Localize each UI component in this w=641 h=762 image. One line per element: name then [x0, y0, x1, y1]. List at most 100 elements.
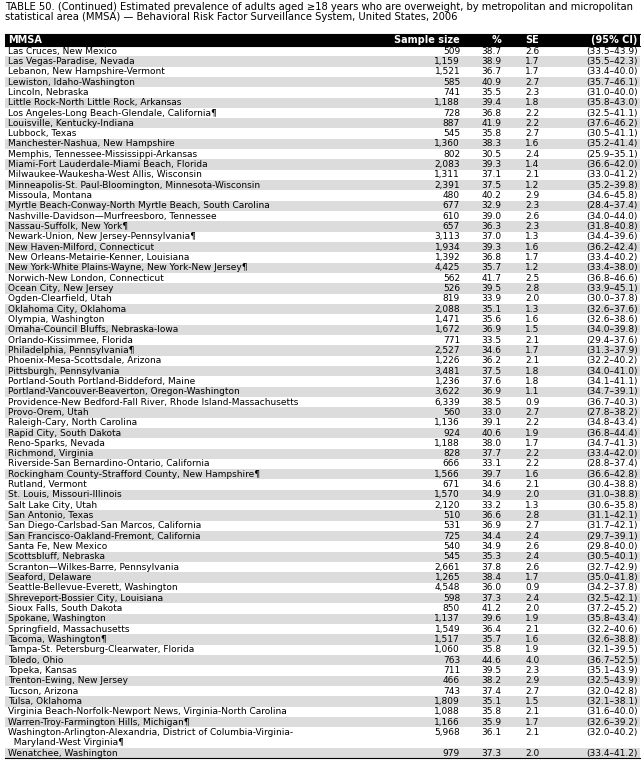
- Text: Rockingham County-Strafford County, New Hampshire¶: Rockingham County-Strafford County, New …: [8, 470, 260, 479]
- Bar: [5, 386, 640, 397]
- Text: Trenton-Ewing, New Jersey: Trenton-Ewing, New Jersey: [8, 676, 128, 685]
- Text: 35.9: 35.9: [481, 718, 501, 726]
- Bar: [5, 706, 640, 717]
- Text: Shreveport-Bossier City, Louisiana: Shreveport-Bossier City, Louisiana: [8, 594, 163, 603]
- Text: 657: 657: [443, 222, 460, 231]
- Text: 39.3: 39.3: [481, 243, 501, 251]
- Bar: [5, 139, 640, 149]
- Bar: [5, 696, 640, 706]
- Text: 1,265: 1,265: [435, 573, 460, 582]
- Text: 2.9: 2.9: [525, 191, 540, 200]
- Text: (28.8–37.4): (28.8–37.4): [587, 459, 638, 469]
- Text: (32.1–38.1): (32.1–38.1): [586, 697, 638, 706]
- Bar: [5, 407, 640, 418]
- Text: New Haven-Milford, Connecticut: New Haven-Milford, Connecticut: [8, 243, 154, 251]
- Text: Rapid City, South Dakota: Rapid City, South Dakota: [8, 428, 121, 437]
- Text: 1,809: 1,809: [435, 697, 460, 706]
- Text: (36.6–42.8): (36.6–42.8): [587, 470, 638, 479]
- Bar: [5, 469, 640, 479]
- Text: 1.7: 1.7: [525, 57, 540, 66]
- Text: 1,136: 1,136: [435, 418, 460, 427]
- Text: 3,481: 3,481: [435, 367, 460, 376]
- Text: 743: 743: [443, 687, 460, 696]
- Text: 35.6: 35.6: [481, 315, 501, 324]
- Bar: [5, 273, 640, 283]
- Text: Seattle-Bellevue-Everett, Washington: Seattle-Bellevue-Everett, Washington: [8, 584, 178, 592]
- Text: 1,672: 1,672: [435, 325, 460, 335]
- Text: 35.7: 35.7: [481, 635, 501, 644]
- Text: Philadelphia, Pennsylvania¶: Philadelphia, Pennsylvania¶: [8, 346, 134, 355]
- Text: 4,548: 4,548: [435, 584, 460, 592]
- Text: 526: 526: [443, 284, 460, 293]
- Bar: [5, 676, 640, 686]
- Text: New Orleans-Metairie-Kenner, Louisiana: New Orleans-Metairie-Kenner, Louisiana: [8, 253, 189, 262]
- Text: 480: 480: [443, 191, 460, 200]
- Text: 37.6: 37.6: [481, 377, 501, 386]
- Text: Scranton—Wilkes-Barre, Pennsylvania: Scranton—Wilkes-Barre, Pennsylvania: [8, 562, 179, 572]
- Text: 2.1: 2.1: [525, 335, 540, 344]
- Text: 33.2: 33.2: [481, 501, 501, 510]
- Text: 2.1: 2.1: [525, 707, 540, 716]
- Text: 41.7: 41.7: [481, 274, 501, 283]
- Text: 1,570: 1,570: [435, 491, 460, 499]
- Text: statistical area (MMSA) — Behavioral Risk Factor Surveillance System, United Sta: statistical area (MMSA) — Behavioral Ris…: [5, 12, 458, 22]
- Text: %: %: [492, 35, 501, 45]
- Text: 1.8: 1.8: [525, 377, 540, 386]
- Text: 1.6: 1.6: [525, 635, 540, 644]
- Text: Raleigh-Cary, North Carolina: Raleigh-Cary, North Carolina: [8, 418, 137, 427]
- Text: 36.9: 36.9: [481, 325, 501, 335]
- Text: 36.7: 36.7: [481, 67, 501, 76]
- Text: 466: 466: [443, 676, 460, 685]
- Text: 562: 562: [443, 274, 460, 283]
- Bar: [5, 190, 640, 200]
- Text: 40.6: 40.6: [481, 428, 501, 437]
- Bar: [5, 531, 640, 542]
- Text: Ocean City, New Jersey: Ocean City, New Jersey: [8, 284, 113, 293]
- Bar: [5, 252, 640, 263]
- Text: (34.1–41.1): (34.1–41.1): [587, 377, 638, 386]
- Text: 1.3: 1.3: [525, 501, 540, 510]
- Text: 2,120: 2,120: [435, 501, 460, 510]
- Text: 1,566: 1,566: [435, 470, 460, 479]
- Text: 1.6: 1.6: [525, 139, 540, 149]
- Bar: [5, 717, 640, 727]
- Text: Portland-Vancouver-Beaverton, Oregon-Washington: Portland-Vancouver-Beaverton, Oregon-Was…: [8, 387, 240, 396]
- Text: 39.1: 39.1: [481, 418, 501, 427]
- Bar: [5, 263, 640, 273]
- Text: 33.9: 33.9: [481, 294, 501, 303]
- Text: 2.3: 2.3: [525, 222, 540, 231]
- Text: (29.4–37.6): (29.4–37.6): [587, 335, 638, 344]
- Text: 1,137: 1,137: [435, 614, 460, 623]
- Text: (31.0–40.0): (31.0–40.0): [586, 88, 638, 97]
- Text: 36.9: 36.9: [481, 387, 501, 396]
- Text: 41.9: 41.9: [481, 119, 501, 128]
- Text: Nassau-Suffolk, New York¶: Nassau-Suffolk, New York¶: [8, 222, 128, 231]
- Bar: [5, 438, 640, 449]
- Bar: [5, 542, 640, 552]
- Text: 3,622: 3,622: [435, 387, 460, 396]
- Text: 2.3: 2.3: [525, 201, 540, 210]
- Text: 1.7: 1.7: [525, 253, 540, 262]
- Text: Sample size: Sample size: [394, 35, 460, 45]
- Text: (37.2–45.2): (37.2–45.2): [587, 604, 638, 613]
- Text: 36.0: 36.0: [481, 584, 501, 592]
- Text: (33.9–45.1): (33.9–45.1): [586, 284, 638, 293]
- Bar: [5, 232, 640, 242]
- Bar: [5, 427, 640, 438]
- Text: 1.3: 1.3: [525, 305, 540, 314]
- Text: 2.0: 2.0: [525, 748, 540, 757]
- Text: 2.0: 2.0: [525, 604, 540, 613]
- Text: 36.8: 36.8: [481, 108, 501, 117]
- Text: (29.7–39.1): (29.7–39.1): [586, 532, 638, 541]
- Text: Wenatchee, Washington: Wenatchee, Washington: [8, 748, 117, 757]
- Text: 585: 585: [443, 78, 460, 87]
- Text: Olympia, Washington: Olympia, Washington: [8, 315, 104, 324]
- Text: Las Cruces, New Mexico: Las Cruces, New Mexico: [8, 46, 117, 56]
- Bar: [5, 98, 640, 108]
- Bar: [5, 562, 640, 572]
- Text: 2.2: 2.2: [526, 108, 540, 117]
- Bar: [5, 572, 640, 583]
- Text: San Francisco-Oakland-Fremont, California: San Francisco-Oakland-Fremont, Californi…: [8, 532, 200, 541]
- Text: (34.7–41.3): (34.7–41.3): [587, 439, 638, 448]
- Text: (30.4–38.8): (30.4–38.8): [586, 480, 638, 489]
